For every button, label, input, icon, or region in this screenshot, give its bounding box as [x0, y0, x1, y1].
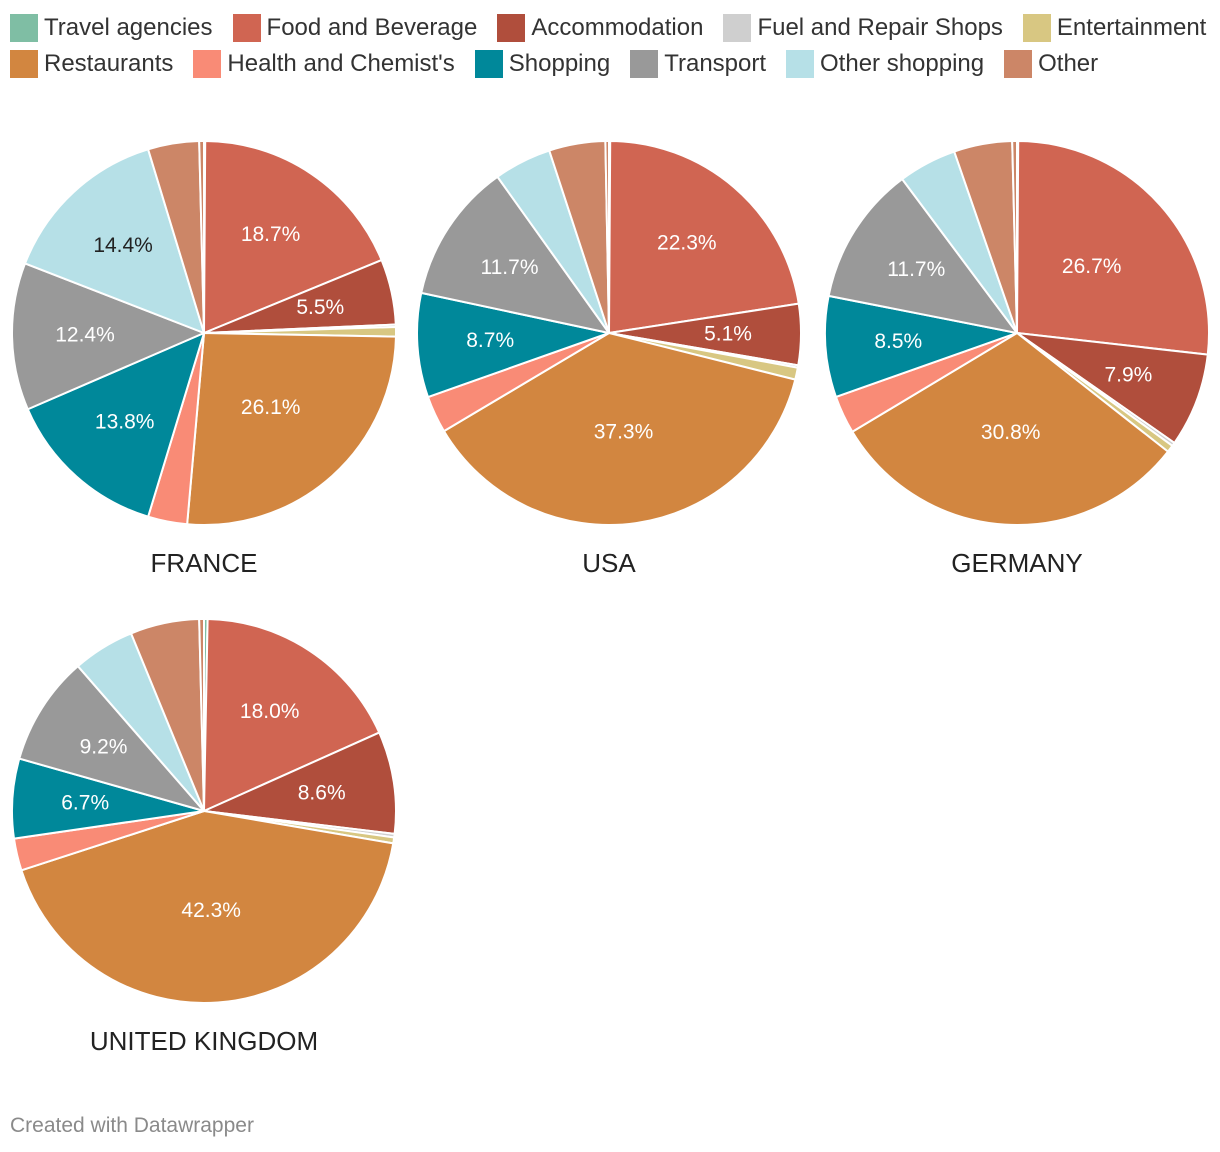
legend-swatch — [630, 50, 659, 78]
pie-slice[interactable] — [24, 148, 205, 334]
legend-label: Other — [1038, 50, 1099, 77]
pie-slice[interactable] — [20, 810, 395, 1004]
slice-label: 42.3% — [181, 899, 241, 922]
pie-slice[interactable] — [26, 332, 205, 518]
legend-label: Restaurants — [44, 50, 174, 77]
pie-slice[interactable] — [604, 139, 610, 334]
slice-label: 26.1% — [241, 396, 301, 419]
legend-swatch — [10, 50, 38, 78]
legend-row: Travel agencies Food and Beverage Accommod… — [10, 10, 1220, 46]
slice-label: 37.3% — [594, 420, 654, 443]
legend-label: Food and Beverage — [266, 14, 478, 41]
slice-label: 8.5% — [874, 330, 922, 353]
slice-label: 18.7% — [241, 223, 301, 246]
pie-slice[interactable] — [851, 332, 1169, 526]
pie-slice[interactable] — [1016, 332, 1209, 444]
slice-label: 30.8% — [981, 421, 1041, 444]
pie-slice[interactable] — [1011, 139, 1018, 334]
legend-label: Other shopping — [820, 50, 985, 77]
slice-label: 26.7% — [1062, 255, 1122, 278]
pie-slice[interactable] — [203, 731, 397, 835]
legend: Travel agencies Food and Beverage Accommod… — [10, 10, 1220, 82]
legend-label: Accommodation — [531, 14, 704, 41]
slice-label: 5.5% — [296, 296, 344, 319]
pie-france: 18.7% 5.5% 26.1% 13.8% 12.4% 14.4% FRANCE — [11, 139, 398, 578]
legend-swatch — [474, 50, 503, 78]
pie-slice[interactable] — [18, 665, 205, 812]
legend-item[interactable]: Transport — [630, 50, 766, 78]
pie-slice[interactable] — [416, 291, 610, 399]
slice-label: 11.7% — [887, 258, 945, 281]
slice-label: 14.4% — [93, 234, 153, 257]
legend-item[interactable]: Accommodation — [497, 14, 703, 42]
legend-swatch — [497, 14, 526, 42]
pie-slice[interactable] — [203, 618, 381, 812]
pie-title: GERMANY — [951, 548, 1082, 578]
legend-row: Restaurants Health and Chemist's Shopping T… — [10, 46, 1220, 82]
legend-swatch — [723, 14, 752, 42]
legend-item[interactable]: Health and Chemist's — [193, 50, 455, 78]
slice-label: 9.2% — [80, 736, 128, 759]
legend-item[interactable]: Travel agencies — [10, 14, 213, 42]
pie-slice[interactable] — [198, 617, 205, 812]
legend-label: Travel agencies — [44, 14, 213, 41]
slice-label: 8.6% — [298, 782, 346, 805]
pie-slice[interactable] — [203, 140, 383, 334]
pie-germany: 26.7% 7.9% 30.8% 8.5% 11.7% GERMANY — [824, 139, 1210, 578]
slice-label: 18.0% — [240, 700, 300, 723]
legend-item[interactable]: Restaurants — [10, 50, 173, 78]
legend-item[interactable]: Other shopping — [786, 50, 984, 78]
legend-label: Health and Chemist's — [227, 50, 455, 77]
legend-item[interactable]: Food and Beverage — [232, 14, 478, 42]
legend-label: Transport — [664, 50, 767, 77]
pie-slice[interactable] — [827, 178, 1018, 334]
legend-swatch — [193, 50, 222, 78]
legend-label: Shopping — [508, 50, 611, 77]
pie-slice[interactable] — [608, 140, 800, 334]
pie-slice[interactable] — [198, 139, 205, 334]
pie-slice[interactable] — [442, 332, 797, 526]
slice-label: 13.8% — [95, 410, 155, 433]
legend-item[interactable]: Shopping — [474, 50, 611, 78]
legend-swatch — [1004, 50, 1033, 78]
pie-title: USA — [582, 548, 636, 578]
slice-label: 12.4% — [55, 324, 115, 347]
pie-slice[interactable] — [824, 294, 1018, 398]
slice-label: 22.3% — [657, 231, 717, 254]
pie-slice[interactable] — [420, 175, 610, 334]
slice-label: 8.7% — [466, 329, 514, 352]
legend-item[interactable]: Entertainment — [1022, 14, 1207, 42]
slice-label: 5.1% — [704, 322, 752, 345]
legend-swatch — [232, 14, 261, 42]
pie-slice[interactable] — [11, 262, 205, 411]
credit-text[interactable]: Created with Datawrapper — [10, 1114, 254, 1137]
slice-label: 11.7% — [481, 256, 539, 279]
legend-swatch — [1022, 14, 1051, 42]
pie-slice[interactable] — [1016, 140, 1210, 356]
legend-label: Entertainment — [1056, 14, 1207, 41]
legend-swatch — [786, 50, 815, 78]
pie-slice[interactable] — [186, 332, 397, 526]
legend-label: Fuel and Repair Shops — [757, 14, 1003, 41]
pie-title: UNITED KINGDOM — [90, 1026, 318, 1056]
legend-swatch — [10, 14, 38, 42]
pie-title: FRANCE — [151, 548, 258, 578]
pie-united-kingdom: 18.0% 8.6% 42.3% 6.7% 9.2% UNITED KINGDOM — [11, 617, 397, 1056]
slice-label: 6.7% — [61, 792, 109, 815]
legend-item[interactable]: Fuel and Repair Shops — [723, 14, 1003, 42]
legend-item[interactable]: Other — [1004, 50, 1098, 78]
slice-label: 7.9% — [1104, 364, 1152, 387]
pie-usa: 22.3% 5.1% 37.3% 8.7% 11.7% USA — [416, 139, 802, 578]
